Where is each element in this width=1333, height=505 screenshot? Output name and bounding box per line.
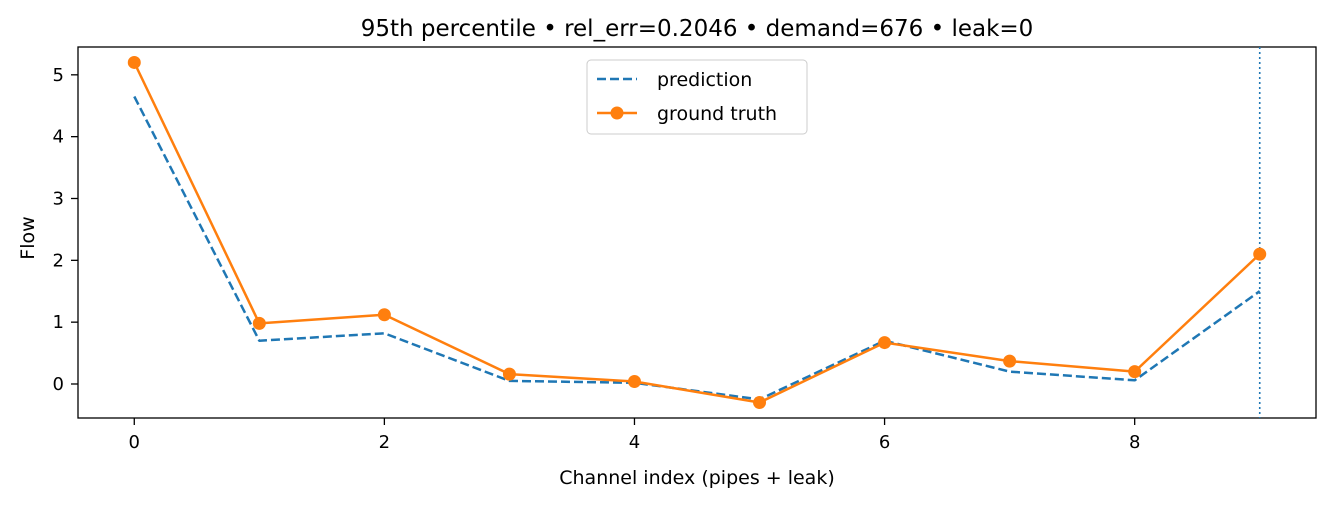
ground-truth-point	[252, 316, 266, 330]
ground-truth-point	[1003, 354, 1017, 368]
x-tick-label: 2	[379, 432, 390, 453]
y-axis-ticks: 0 1 2 3 4 5	[53, 65, 78, 395]
legend-ground-truth-marker	[610, 106, 624, 120]
ground-truth-line	[133, 61, 1261, 404]
y-tick-label: 1	[53, 312, 64, 333]
x-tick-label: 6	[879, 432, 890, 453]
chart-title: 95th percentile • rel_err=0.2046 • deman…	[361, 16, 1034, 42]
ground-truth-point	[1128, 365, 1142, 379]
plot-frame	[77, 46, 1317, 419]
legend-ground-truth-label: ground truth	[657, 103, 777, 125]
ground-truth-point	[878, 336, 892, 350]
legend: prediction ground truth	[586, 59, 808, 135]
ground-truth-point	[1253, 247, 1267, 261]
ground-truth-point	[753, 396, 767, 410]
x-tick-label: 0	[129, 432, 140, 453]
x-tick-label: 8	[1129, 432, 1140, 453]
ground-truth-point	[377, 308, 391, 322]
y-tick-label: 4	[53, 127, 64, 148]
legend-box	[586, 59, 808, 135]
ground-truth-point	[627, 375, 641, 389]
series-layer	[127, 55, 1267, 410]
ground-truth-point	[127, 55, 141, 69]
x-axis-ticks: 0 2 4 6 8	[129, 418, 1140, 453]
legend-prediction-label: prediction	[657, 69, 752, 91]
y-tick-label: 2	[53, 250, 64, 271]
y-tick-label: 5	[53, 65, 64, 86]
ground-truth-point	[502, 367, 516, 381]
y-tick-label: 0	[53, 374, 64, 395]
x-tick-label: 4	[629, 432, 640, 453]
y-tick-label: 3	[53, 188, 64, 209]
y-axis-label: Flow	[17, 216, 39, 259]
prediction-line	[133, 95, 1261, 401]
x-axis-label: Channel index (pipes + leak)	[559, 467, 835, 489]
